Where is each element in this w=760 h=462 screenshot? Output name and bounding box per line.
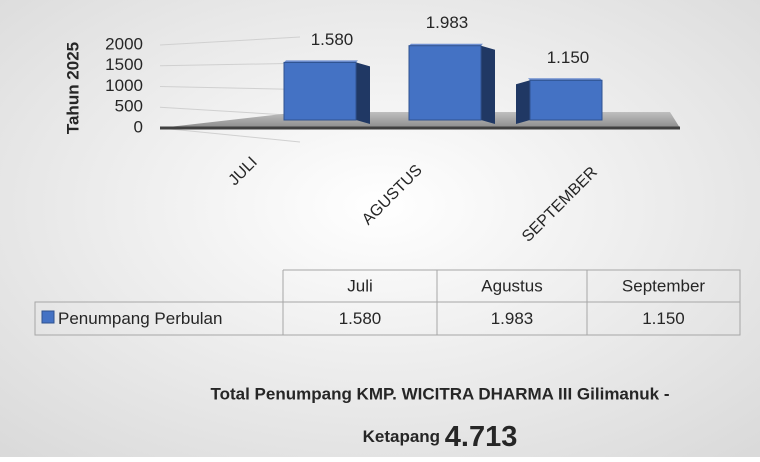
legend-key — [41, 310, 55, 324]
bar-side — [356, 62, 370, 124]
table-header: Agustus — [481, 276, 542, 295]
table-cell: 1.580 — [339, 309, 382, 328]
y-tick-label: 1500 — [105, 55, 143, 74]
bar — [516, 78, 603, 124]
total-label-end: Ketapang 4.713 — [363, 421, 518, 453]
grid-line — [159, 127, 301, 143]
table-cell: 1.150 — [642, 309, 685, 328]
y-tick-label: 0 — [134, 117, 143, 136]
y-tick-label: 500 — [115, 97, 143, 116]
grid-line — [159, 62, 301, 67]
table-header: Juli — [347, 276, 373, 295]
total-value: 4.713 — [445, 421, 518, 453]
table-header: September — [622, 276, 705, 295]
bar-side — [516, 80, 530, 124]
grid-line — [159, 36, 301, 46]
y-tick-label: 2000 — [105, 34, 143, 53]
data-label: 1.580 — [311, 30, 354, 49]
y-axis-label: Tahun 2025 — [63, 42, 82, 134]
bar — [283, 60, 370, 124]
bar-front — [408, 45, 482, 121]
bar-front — [283, 61, 357, 121]
data-label: 1.983 — [426, 13, 469, 32]
y-tick-label: 1000 — [105, 76, 143, 95]
grid-line — [159, 106, 301, 117]
bar — [408, 43, 495, 124]
table-cell: 1.983 — [491, 309, 534, 328]
total-label: Total Penumpang KMP. WICITRA DHARMA III … — [210, 384, 669, 403]
data-label: 1.150 — [547, 48, 590, 67]
bar-front — [529, 79, 603, 121]
bar-side — [481, 45, 495, 124]
grid-line — [159, 86, 301, 90]
legend-label: Penumpang Perbulan — [58, 309, 222, 328]
